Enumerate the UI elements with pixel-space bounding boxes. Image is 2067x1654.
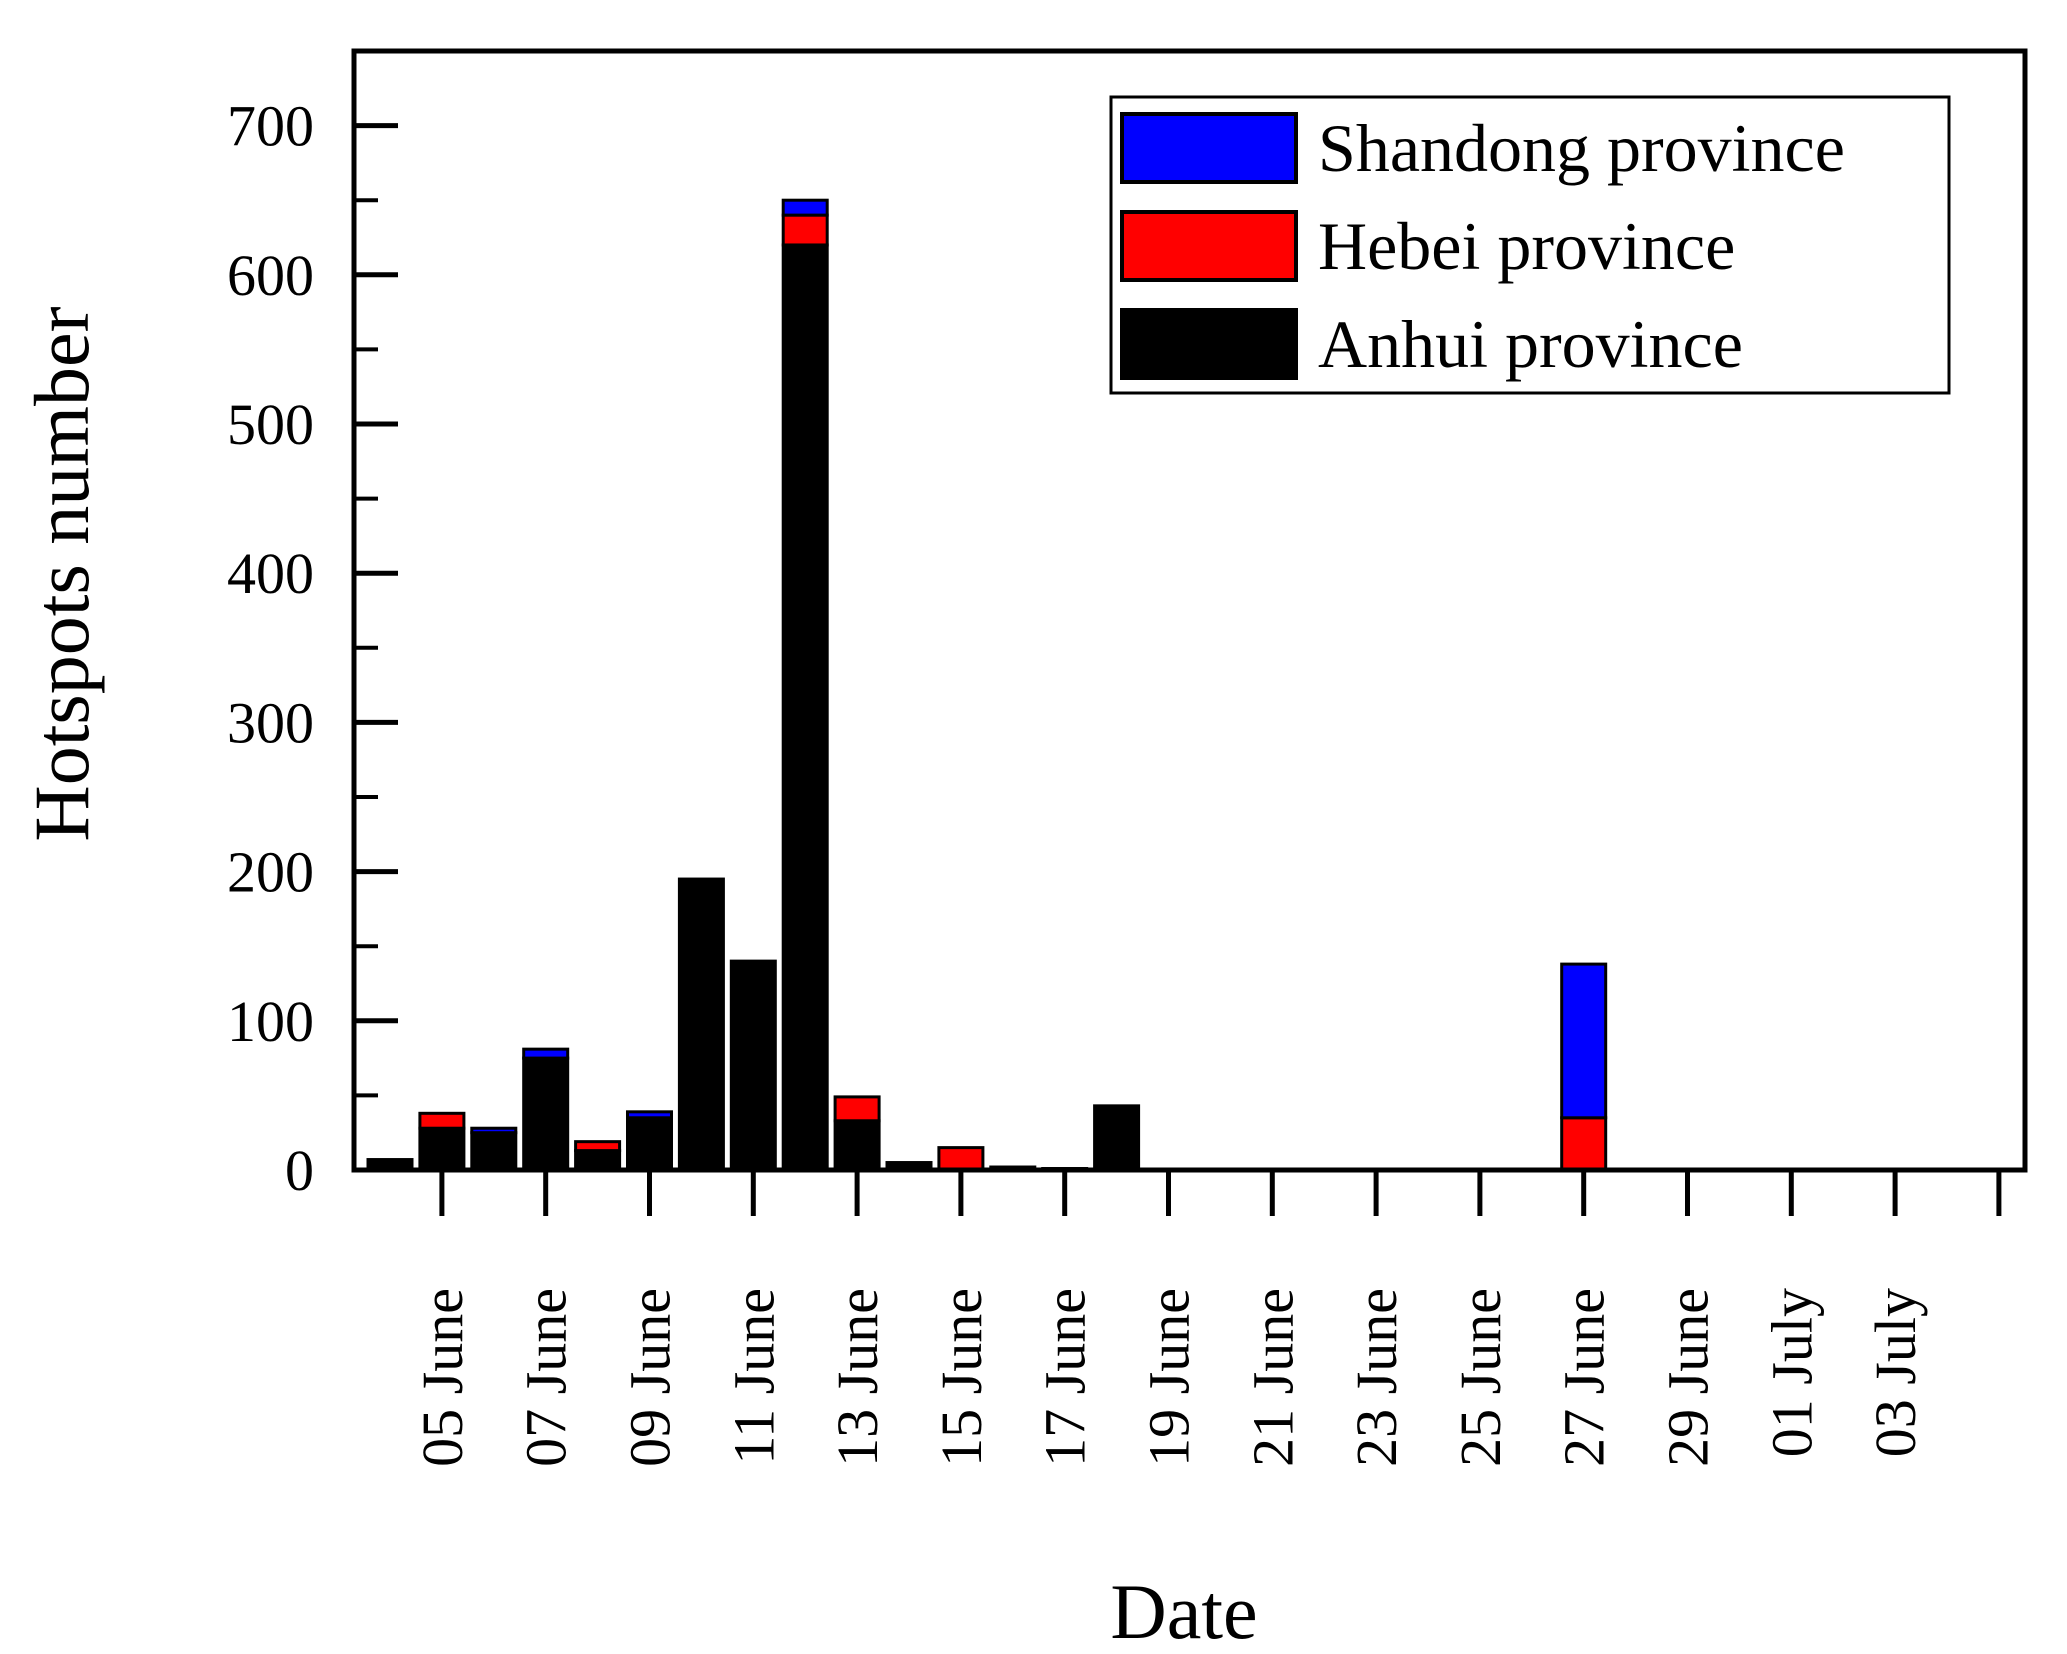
bar-segment-anhui-9 bbox=[833, 1119, 881, 1172]
bar-segment-anhui-2 bbox=[470, 1131, 518, 1172]
bar-segment-anhui-5 bbox=[626, 1116, 673, 1172]
legend-swatch-shandong bbox=[1120, 112, 1298, 184]
bar-segment-hebei-10 bbox=[885, 1161, 933, 1168]
legend-label-hebei: Hebei province bbox=[1318, 208, 1735, 284]
x-tick-label-8: 21 June bbox=[1240, 1288, 1305, 1467]
bar-segment-hebei-11 bbox=[937, 1146, 985, 1172]
bar-segment-hebei-4 bbox=[574, 1140, 622, 1153]
x-tick-label-14: 03 July bbox=[1863, 1288, 1928, 1457]
y-tick-label-700: 700 bbox=[227, 94, 314, 159]
bar-segment-hebei-8 bbox=[781, 213, 829, 247]
bar-segment-hebei-1 bbox=[418, 1111, 466, 1130]
legend-swatch-hebei bbox=[1120, 210, 1298, 282]
bar-segment-shandong-8 bbox=[781, 198, 829, 217]
y-tick-label-600: 600 bbox=[227, 243, 314, 308]
bar-segment-anhui-14 bbox=[1093, 1104, 1141, 1172]
x-tick-label-6: 17 June bbox=[1033, 1288, 1098, 1467]
x-tick-label-4: 13 June bbox=[825, 1288, 890, 1467]
bar-segment-shandong-2 bbox=[470, 1126, 518, 1135]
y-tick-label-200: 200 bbox=[227, 840, 314, 905]
axes-layer: 0 100 200 300 400 500 600 700 05 June 07 June 09 J… bbox=[227, 48, 2028, 1467]
legend-label-shandong: Shandong province bbox=[1318, 110, 1845, 186]
legend: Shandong province Hebei province Anhui pro… bbox=[1109, 95, 1951, 395]
bar-segment-anhui-4 bbox=[574, 1149, 622, 1172]
y-tick-label-400: 400 bbox=[227, 541, 314, 606]
x-tick-label-13: 01 July bbox=[1759, 1288, 1824, 1457]
x-tick-label-9: 23 June bbox=[1344, 1288, 1409, 1467]
bar-segment-shandong-23 bbox=[1560, 962, 1608, 1120]
x-tick-label-5: 15 June bbox=[929, 1288, 994, 1467]
x-tick-label-7: 19 June bbox=[1137, 1288, 1202, 1467]
y-tick-label-100: 100 bbox=[227, 989, 314, 1054]
x-tick-label-2: 09 June bbox=[618, 1288, 683, 1467]
y-tick-label-300: 300 bbox=[227, 690, 314, 755]
x-axis-title: Date bbox=[1110, 1568, 1257, 1654]
x-tick-label-10: 25 June bbox=[1448, 1288, 1513, 1467]
y-axis-title: Hotspots number bbox=[18, 306, 105, 841]
bar-segment-anhui-7 bbox=[729, 959, 777, 1172]
bar-segment-shandong-3 bbox=[522, 1047, 570, 1060]
x-tick-label-0: 05 June bbox=[410, 1288, 475, 1467]
bar-segment-shandong-5 bbox=[626, 1110, 673, 1120]
bar-segment-anhui-6 bbox=[677, 877, 725, 1172]
legend-swatch-anhui bbox=[1120, 308, 1298, 380]
plot-frame bbox=[351, 48, 2028, 1173]
bar-segment-anhui-3 bbox=[522, 1056, 570, 1172]
bar-segment-hebei-9 bbox=[833, 1095, 881, 1123]
bar-segment-anhui-8 bbox=[781, 243, 829, 1172]
bar-segment-anhui-1 bbox=[418, 1126, 466, 1172]
bar-segment-hebei-23 bbox=[1560, 1116, 1608, 1172]
x-tick-label-3: 11 June bbox=[721, 1288, 786, 1465]
legend-label-anhui: Anhui province bbox=[1318, 306, 1743, 382]
bars-layer bbox=[366, 198, 1608, 1172]
x-tick-label-11: 27 June bbox=[1552, 1288, 1617, 1467]
x-tick-label-12: 29 June bbox=[1656, 1288, 1721, 1467]
x-tick-label-1: 07 June bbox=[514, 1288, 579, 1467]
y-tick-label-500: 500 bbox=[227, 392, 314, 457]
y-tick-label-0: 0 bbox=[285, 1138, 314, 1203]
